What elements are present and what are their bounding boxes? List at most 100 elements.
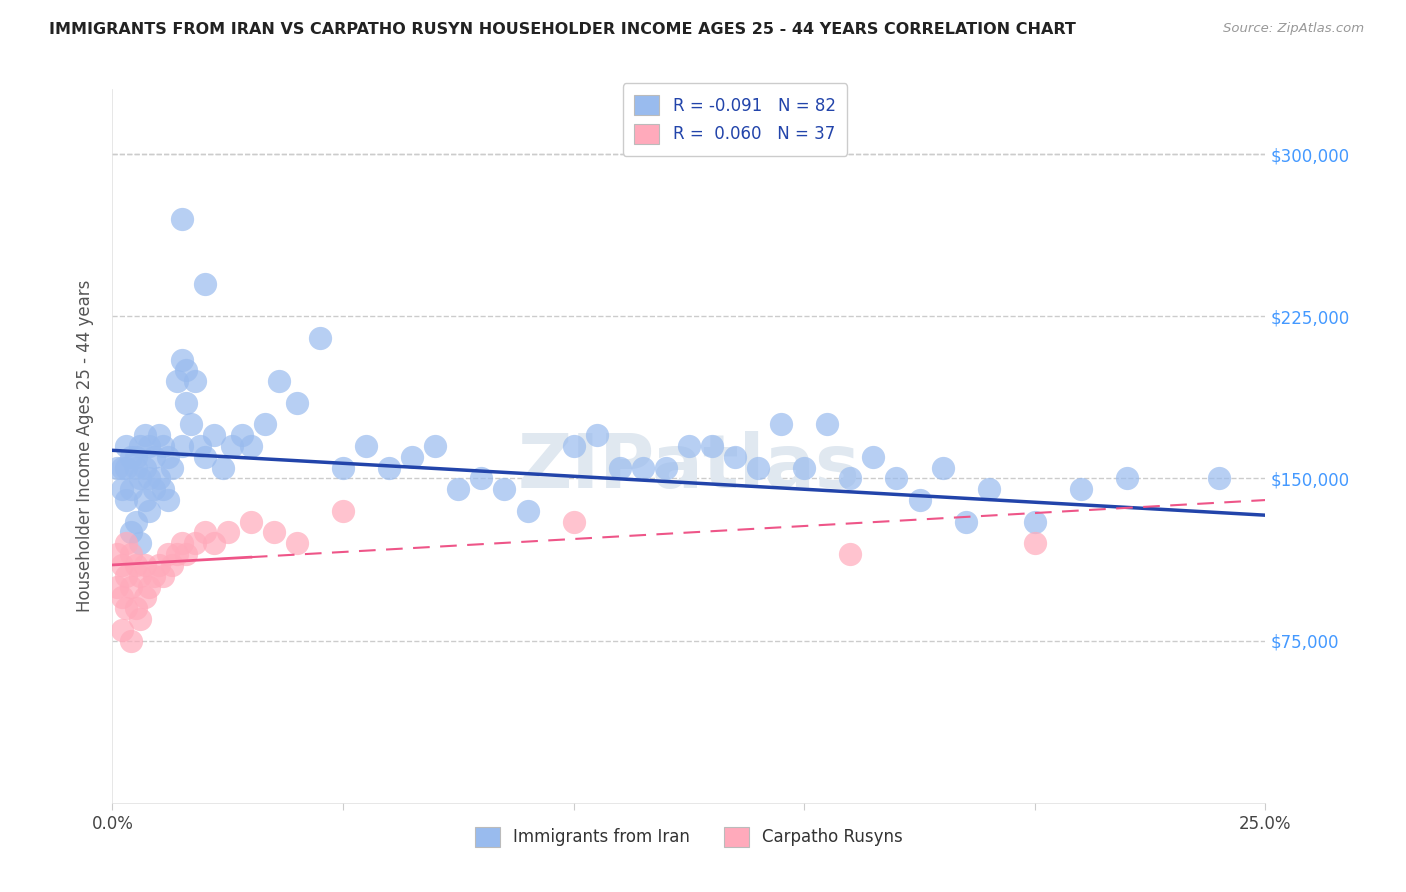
Point bbox=[202, 536, 225, 550]
Point bbox=[120, 450, 142, 464]
Point bbox=[166, 547, 188, 561]
Point bbox=[1116, 471, 1139, 485]
Point bbox=[156, 450, 179, 464]
Point bbox=[129, 439, 152, 453]
Point bbox=[138, 504, 160, 518]
Point bbox=[120, 482, 142, 496]
Text: IMMIGRANTS FROM IRAN VS CARPATHO RUSYN HOUSEHOLDER INCOME AGES 25 - 44 YEARS COR: IMMIGRANTS FROM IRAN VS CARPATHO RUSYN H… bbox=[49, 22, 1076, 37]
Point bbox=[217, 525, 239, 540]
Point bbox=[129, 612, 152, 626]
Point bbox=[253, 417, 276, 432]
Point bbox=[239, 515, 262, 529]
Point bbox=[839, 471, 862, 485]
Point bbox=[174, 363, 197, 377]
Point bbox=[170, 536, 193, 550]
Point bbox=[111, 623, 134, 637]
Point bbox=[111, 558, 134, 572]
Point bbox=[285, 536, 308, 550]
Point bbox=[124, 515, 146, 529]
Point bbox=[134, 493, 156, 508]
Point bbox=[174, 547, 197, 561]
Point bbox=[115, 536, 138, 550]
Point bbox=[678, 439, 700, 453]
Point bbox=[134, 428, 156, 442]
Point bbox=[148, 558, 170, 572]
Point bbox=[156, 547, 179, 561]
Point bbox=[138, 439, 160, 453]
Point bbox=[111, 482, 134, 496]
Text: ZIPatlas: ZIPatlas bbox=[517, 431, 860, 504]
Point bbox=[156, 493, 179, 508]
Point bbox=[162, 460, 184, 475]
Point bbox=[1070, 482, 1092, 496]
Point bbox=[862, 450, 884, 464]
Point bbox=[138, 471, 160, 485]
Point bbox=[138, 580, 160, 594]
Point bbox=[170, 439, 193, 453]
Point bbox=[931, 460, 953, 475]
Point bbox=[585, 428, 607, 442]
Point bbox=[105, 460, 128, 475]
Point bbox=[1024, 515, 1046, 529]
Point bbox=[378, 460, 401, 475]
Point bbox=[115, 568, 138, 582]
Point bbox=[955, 515, 977, 529]
Point bbox=[747, 460, 769, 475]
Point bbox=[166, 374, 188, 388]
Point bbox=[152, 568, 174, 582]
Text: Source: ZipAtlas.com: Source: ZipAtlas.com bbox=[1223, 22, 1364, 36]
Point bbox=[194, 277, 217, 291]
Point bbox=[174, 396, 197, 410]
Point bbox=[124, 450, 146, 464]
Point bbox=[1024, 536, 1046, 550]
Point bbox=[770, 417, 793, 432]
Point bbox=[162, 558, 184, 572]
Point bbox=[170, 352, 193, 367]
Point bbox=[202, 428, 225, 442]
Point bbox=[231, 428, 253, 442]
Point bbox=[184, 374, 207, 388]
Point bbox=[332, 460, 354, 475]
Point bbox=[494, 482, 516, 496]
Point bbox=[309, 331, 332, 345]
Point bbox=[425, 439, 447, 453]
Point bbox=[401, 450, 423, 464]
Point bbox=[655, 460, 678, 475]
Point bbox=[562, 515, 585, 529]
Point bbox=[631, 460, 654, 475]
Point bbox=[194, 525, 217, 540]
Point bbox=[134, 591, 156, 605]
Point bbox=[129, 568, 152, 582]
Point bbox=[267, 374, 290, 388]
Point bbox=[124, 601, 146, 615]
Point bbox=[115, 460, 138, 475]
Point bbox=[1208, 471, 1230, 485]
Point bbox=[188, 439, 211, 453]
Point bbox=[143, 450, 166, 464]
Legend: Immigrants from Iran, Carpatho Rusyns: Immigrants from Iran, Carpatho Rusyns bbox=[464, 815, 914, 859]
Point bbox=[700, 439, 723, 453]
Point bbox=[724, 450, 747, 464]
Point bbox=[184, 536, 207, 550]
Point bbox=[134, 558, 156, 572]
Point bbox=[194, 450, 217, 464]
Point bbox=[105, 547, 128, 561]
Point bbox=[120, 547, 142, 561]
Point bbox=[839, 547, 862, 561]
Point bbox=[120, 633, 142, 648]
Point bbox=[124, 460, 146, 475]
Point bbox=[609, 460, 631, 475]
Point bbox=[886, 471, 908, 485]
Point bbox=[129, 471, 152, 485]
Point bbox=[516, 504, 538, 518]
Point bbox=[143, 568, 166, 582]
Point bbox=[908, 493, 931, 508]
Point bbox=[447, 482, 470, 496]
Point bbox=[285, 396, 308, 410]
Point bbox=[143, 482, 166, 496]
Point bbox=[212, 460, 235, 475]
Point bbox=[815, 417, 838, 432]
Point bbox=[263, 525, 285, 540]
Point bbox=[170, 211, 193, 226]
Point bbox=[129, 536, 152, 550]
